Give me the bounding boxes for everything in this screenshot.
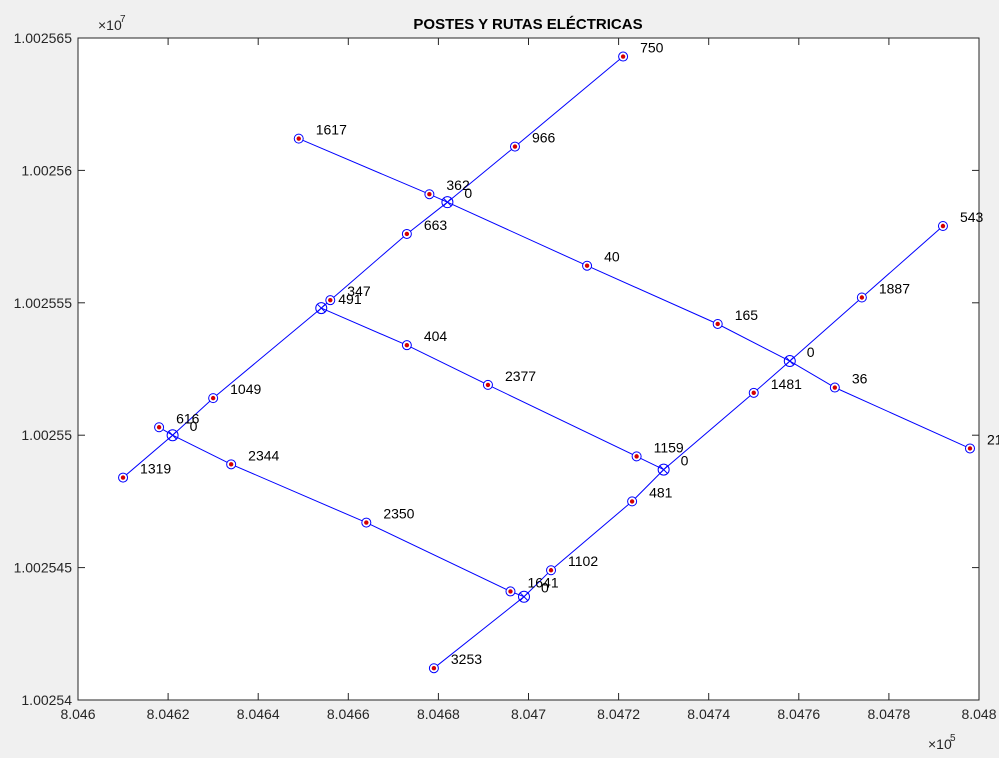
- pole-dot: [210, 395, 216, 401]
- node-label: 347: [347, 283, 371, 299]
- pole-dot: [548, 568, 554, 573]
- node-label: 362: [446, 177, 470, 193]
- y-tick-label: 1.002565: [14, 30, 73, 46]
- junction-cross: [659, 465, 668, 474]
- node-label: 1887: [879, 281, 910, 297]
- x-tick-label: 8.0478: [867, 706, 910, 722]
- y-tick-label: 1.00254: [21, 692, 72, 708]
- x-tick-label: 8.0472: [597, 706, 640, 722]
- node-label: 1319: [140, 461, 171, 477]
- node-label: 40: [604, 249, 620, 265]
- x-exponent-power: 5: [950, 733, 956, 744]
- node-label: 663: [424, 217, 448, 233]
- y-exponent-base: ×10: [98, 17, 122, 33]
- node-label: 0: [541, 580, 549, 596]
- junction-cross: [785, 356, 795, 366]
- node-label: 966: [532, 130, 556, 146]
- pole-dot: [228, 462, 234, 467]
- y-tick-label: 1.002555: [14, 295, 73, 311]
- node-label: 1102: [568, 553, 598, 569]
- y-tick-label: 1.00255: [21, 427, 72, 443]
- x-tick-label: 8.0468: [417, 706, 460, 722]
- node-label: 165: [735, 307, 759, 323]
- node-label: 750: [640, 40, 664, 56]
- node-label: 1641: [527, 574, 558, 590]
- node-label: 0: [681, 453, 689, 469]
- node-label: 0: [190, 418, 198, 434]
- pole-dot: [940, 223, 946, 229]
- junction-cross: [168, 430, 177, 440]
- pole-dot: [967, 446, 973, 451]
- pole-dot: [404, 231, 410, 237]
- node-label: 36: [852, 371, 868, 387]
- node-label: 213: [987, 431, 999, 447]
- pole-dot: [427, 192, 432, 197]
- x-tick-label: 8.047: [511, 706, 546, 722]
- pole-dot: [634, 454, 639, 459]
- pole-dot: [512, 144, 518, 149]
- chart-title: POSTES Y RUTAS ELÉCTRICAS: [413, 16, 642, 33]
- node-label: 1159: [654, 439, 684, 455]
- node-label: 1049: [230, 381, 261, 397]
- junction-marker: [441, 196, 454, 209]
- junction-cross: [317, 303, 326, 313]
- junction-marker: [657, 463, 670, 476]
- y-tick-label: 1.002545: [14, 560, 73, 576]
- labels-layer: 7509660663347491104961601319161736240165…: [140, 40, 999, 668]
- pole-dot: [629, 499, 635, 504]
- nodes-layer: [118, 51, 975, 674]
- junction-marker: [315, 302, 328, 315]
- pole-dot: [156, 425, 162, 430]
- y-tick-label: 1.00256: [21, 162, 72, 178]
- pole-dot: [508, 589, 513, 594]
- pole-dot: [715, 321, 720, 327]
- x-tick-label: 8.046: [60, 706, 95, 722]
- pole-dot: [751, 390, 756, 396]
- x-exponent: ×10 5: [928, 733, 956, 752]
- x-tick-label: 8.0476: [777, 706, 820, 722]
- junction-cross: [443, 197, 452, 207]
- node-label: 404: [424, 328, 448, 344]
- node-label: 1481: [771, 376, 802, 392]
- pole-dot: [431, 666, 437, 671]
- plot-area: [77, 37, 980, 701]
- junction-marker: [517, 590, 530, 603]
- node-label: 2344: [248, 447, 279, 463]
- pole-dot: [485, 382, 491, 388]
- pole-dot: [296, 136, 301, 141]
- junction-cross: [519, 592, 529, 601]
- node-label: 2377: [505, 368, 536, 384]
- x-tick-label: 8.048: [961, 706, 996, 722]
- pole-dot: [584, 263, 590, 268]
- node-label: 2350: [383, 506, 414, 522]
- pole-dot: [364, 520, 369, 525]
- x-tick-label: 8.0474: [687, 706, 730, 722]
- y-exponent: ×10 7: [98, 14, 126, 33]
- junction-marker: [783, 355, 796, 368]
- x-axis: 8.046 8.0462 8.0464 8.0466 8.0468 8.047 8.0472…: [60, 38, 997, 722]
- y-exponent-power: 7: [120, 14, 126, 25]
- pole-dot: [832, 385, 838, 390]
- pole-dot: [120, 475, 126, 480]
- y-axis: 1.00254 1.002545 1.00255 1.002555 1.00256 1.0…: [14, 30, 979, 708]
- node-label: 481: [649, 484, 673, 500]
- node-label: 491: [338, 291, 362, 307]
- x-tick-label: 8.0466: [327, 706, 370, 722]
- x-tick-label: 8.0464: [237, 706, 280, 722]
- node-label: 543: [960, 209, 984, 225]
- pole-dot: [620, 54, 626, 59]
- node-label: 3253: [451, 651, 482, 667]
- pole-dot: [328, 297, 333, 303]
- x-exponent-base: ×10: [928, 736, 952, 752]
- junction-marker: [166, 429, 179, 442]
- x-tick-label: 8.0462: [147, 706, 190, 722]
- node-label: 0: [464, 185, 472, 201]
- node-label: 616: [176, 410, 200, 426]
- pole-dot: [859, 295, 865, 300]
- node-label: 0: [807, 344, 815, 360]
- pole-dot: [404, 342, 410, 348]
- node-label: 1617: [316, 122, 347, 138]
